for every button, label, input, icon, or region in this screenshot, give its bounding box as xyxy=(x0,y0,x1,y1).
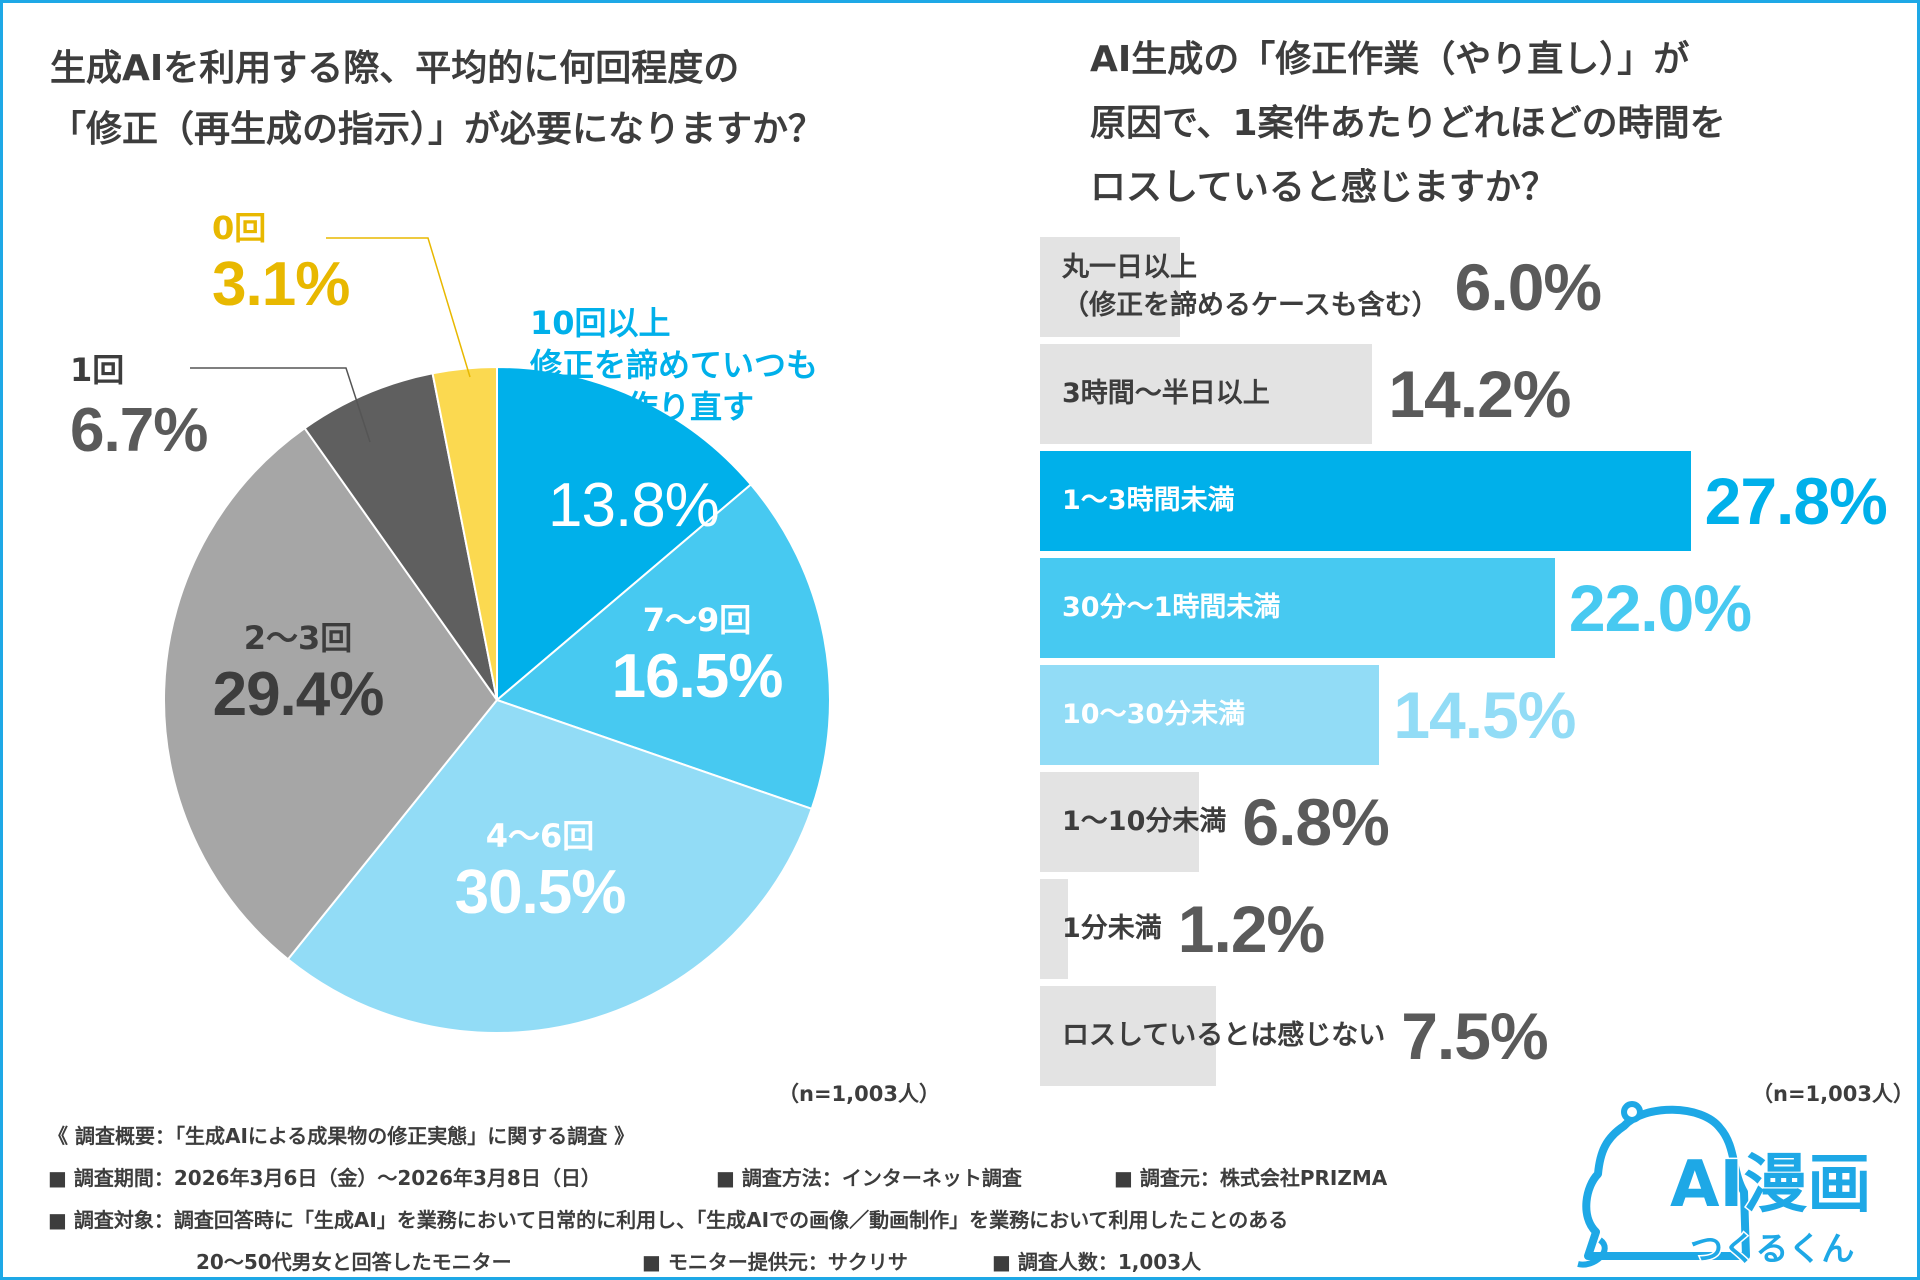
bar-value-label: 22.0% xyxy=(1568,571,1752,645)
bar-category-line: 1〜10分未満 xyxy=(1062,806,1227,837)
pie-category-line: 1回 xyxy=(70,351,125,389)
bar-category-line: 30分〜1時間未満 xyxy=(1062,592,1281,623)
pie-leader-line-5 xyxy=(326,237,471,378)
bar-category-label: 10〜30分未満 xyxy=(1062,696,1245,734)
bar-sample-size: （n=1,003人） xyxy=(1752,1082,1914,1106)
pie-label-1: 7〜9回 16.5% xyxy=(497,600,897,710)
pie-title-line-2: 「修正（再生成の指示）」が必要になりますか？ xyxy=(50,109,825,150)
pie-category-label: 2〜3回 xyxy=(98,618,498,658)
pie-category-label: 7〜9回 xyxy=(497,600,897,640)
survey-heading: 《 調査概要：「生成AIによる成果物の修正実態」に関する調査 》 xyxy=(48,1124,635,1148)
bar-chart-title: AI生成の「修正作業（やり直し）」が 原因で、1案件あたりどれほどの時間を ロス… xyxy=(1090,28,1890,220)
bar-category-line: 1分未満 xyxy=(1062,913,1162,944)
bar-value-label: 14.2% xyxy=(1388,357,1571,431)
pie-category-line: 修正を諦めていつも xyxy=(530,346,819,384)
bar-category-label: 1〜10分未満 xyxy=(1062,803,1226,841)
pie-leader-line-4 xyxy=(190,367,371,443)
pie-category-line: 2〜3回 xyxy=(243,619,353,657)
pie-category-label: 10回以上修正を諦めていつも 自分で作り直す xyxy=(530,302,818,428)
bar-title-line-2: 原因で、1案件あたりどれほどの時間を xyxy=(1090,103,1726,144)
pie-percent-label: 16.5% xyxy=(611,642,784,711)
pie-label-4: 1回 6.7% xyxy=(70,350,208,465)
bar-category-label: 1〜3時間未満 xyxy=(1062,482,1235,520)
logo-main-text: AI漫画 xyxy=(1670,1148,1871,1222)
pie-category-line: 10回以上 xyxy=(530,304,671,342)
bar-category-line: 1〜3時間未満 xyxy=(1062,485,1235,516)
bar-category-line: 丸一日以上 xyxy=(1062,252,1197,283)
pie-label-3: 2〜3回 29.4% xyxy=(98,618,498,728)
pie-category-label: 0回 xyxy=(212,208,349,248)
bar-title-line-1: AI生成の「修正作業（やり直し）」が xyxy=(1090,39,1690,80)
logo-sub-text: つくるくん xyxy=(1690,1229,1854,1268)
bar-category-label: 30分〜1時間未満 xyxy=(1062,589,1280,627)
bar-7 xyxy=(1040,986,1216,1086)
bar-category-line: 10〜30分未満 xyxy=(1062,699,1246,730)
bar-6 xyxy=(1040,879,1069,979)
survey-period: ■ 調査期間：2026年3月6日（金）〜2026年3月8日（日） xyxy=(48,1166,601,1190)
pie-category-label: 1回 xyxy=(70,350,207,390)
pie-percent-label: 30.5% xyxy=(454,858,627,927)
bar-category-label: 1分未満 xyxy=(1062,910,1162,948)
pie-category-line: 0回 xyxy=(212,209,267,247)
bar-category-line: 3時間〜半日以上 xyxy=(1062,378,1270,409)
survey-provider: ■ モニター提供元：サクリサ xyxy=(642,1250,908,1274)
survey-method: ■ 調査方法：インターネット調査 xyxy=(716,1166,1022,1190)
survey-target: ■ 調査対象：調査回答時に「生成AI」を業務において日常的に利用し、「生成AIで… xyxy=(48,1208,1289,1232)
bar-category-label: 3時間〜半日以上 xyxy=(1062,375,1270,413)
pie-chart xyxy=(163,237,831,1034)
pie-percent-label: 6.7% xyxy=(70,396,208,465)
pie-label-0: 10回以上修正を諦めていつも 自分で作り直す xyxy=(530,302,818,428)
bar-value-label: 6.8% xyxy=(1242,785,1389,859)
bar-4 xyxy=(1040,665,1380,765)
pie-percent-label: 13.8% xyxy=(548,471,720,540)
bar-2 xyxy=(1040,451,1691,551)
pie-slice-4 xyxy=(303,372,498,701)
bar-0 xyxy=(1040,237,1181,337)
pie-label-2: 4〜6回 30.5% xyxy=(340,816,740,926)
bar-value-label: 1.2% xyxy=(1177,892,1325,966)
pie-sample-size: （n=1,003人） xyxy=(778,1082,940,1106)
bar-value-label: 7.5% xyxy=(1401,999,1548,1073)
bar-1 xyxy=(1040,344,1373,444)
pie-slice-2 xyxy=(286,698,813,1034)
bar-category-line: ロスしているとは感じない xyxy=(1062,1020,1386,1051)
ai-manga-logo: AI漫画 つくるくん xyxy=(1577,1101,1873,1270)
survey-count: ■ 調査人数：1,003人 xyxy=(992,1250,1202,1274)
pie-category-line: 自分で作り直す xyxy=(530,388,755,426)
survey-target-continued: 20〜50代男女と回答したモニター xyxy=(196,1250,512,1274)
bar-category-label: ロスしているとは感じない xyxy=(1062,1017,1385,1055)
pie-slice-3 xyxy=(163,426,499,961)
pie-percent-label: 29.4% xyxy=(212,660,385,729)
bar-title-line-3: ロスしていると感じますか？ xyxy=(1090,167,1557,208)
bar-value-label: 14.5% xyxy=(1393,678,1576,752)
bar-3 xyxy=(1040,558,1555,658)
pie-category-line: 4〜6回 xyxy=(485,817,595,855)
pie-percent-label: 3.1% xyxy=(212,250,350,319)
mascot-icon xyxy=(1577,1101,1750,1268)
pie-label-5: 0回 3.1% xyxy=(212,208,350,319)
pie-title-line-1: 生成AIを利用する際、平均的に何回程度の xyxy=(50,48,740,89)
pie-slice-5 xyxy=(431,365,498,701)
bar-category-label: 丸一日以上 （修正を諦めるケースも含む） xyxy=(1062,249,1439,325)
bar-category-line: （修正を諦めるケースも含む） xyxy=(1062,290,1439,321)
bar-5 xyxy=(1040,772,1200,872)
pie-category-label: 4〜6回 xyxy=(340,816,740,856)
pie-chart-title: 生成AIを利用する際、平均的に何回程度の 「修正（再生成の指示）」が必要になりま… xyxy=(50,38,950,160)
bar-value-label: 6.0% xyxy=(1454,250,1602,324)
pie-slice-0 xyxy=(496,365,753,703)
pie-category-line: 7〜9回 xyxy=(642,601,752,639)
bar-value-label: 27.8% xyxy=(1704,464,1888,538)
survey-source: ■ 調査元：株式会社PRIZMA xyxy=(1114,1166,1388,1190)
